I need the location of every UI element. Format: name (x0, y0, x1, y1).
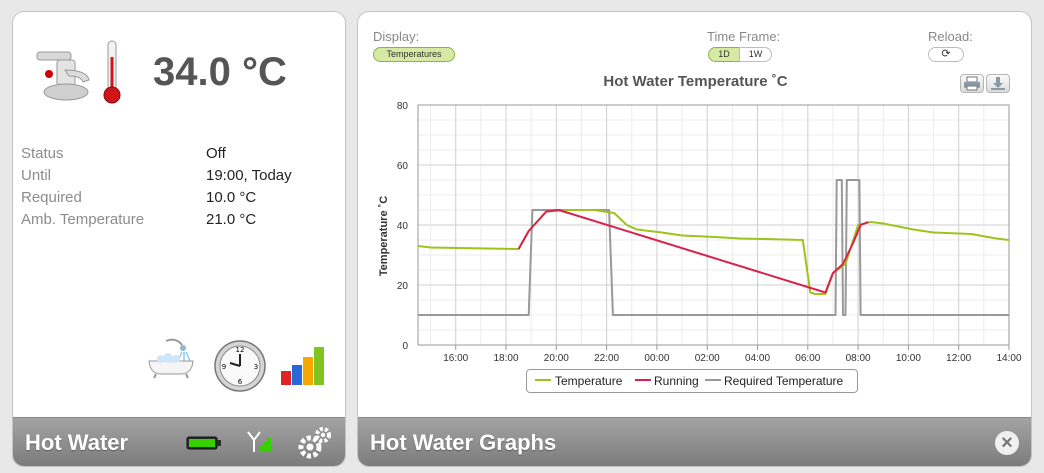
clock-icon[interactable]: 12 3 6 9 (213, 339, 267, 393)
x-tick-label: 02:00 (695, 353, 720, 364)
svg-text:6: 6 (238, 378, 243, 386)
close-button[interactable]: × (995, 431, 1019, 455)
legend-swatch-temperature (535, 379, 551, 381)
hot-water-graphs-panel: Display: Temperatures Time Frame: 1D 1W … (357, 11, 1032, 467)
y-tick-label: 80 (397, 101, 409, 112)
close-icon: × (1001, 432, 1013, 454)
series-line-required-temperature[interactable] (418, 179, 1009, 316)
x-tick-label: 10:00 (896, 353, 921, 364)
info-row-required: Required 10.0 °C (21, 189, 341, 211)
legend-item-temperature[interactable]: Temperature (555, 374, 623, 388)
x-tick-label: 06:00 (795, 353, 820, 364)
series-line-temperature[interactable] (417, 209, 1010, 295)
panel-title: Hot Water (25, 430, 129, 455)
chart-legend: Temperature Running Required Temperature (526, 369, 858, 393)
right-footer: Hot Water Graphs × (358, 417, 1031, 466)
reload-button[interactable]: ⟳ (928, 47, 964, 62)
status-info-list: Status Off Until 19:00, Today Required 1… (21, 145, 341, 233)
legend-item-required-temperature[interactable]: Required Temperature (724, 374, 844, 388)
print-button[interactable] (960, 74, 984, 93)
y-tick-label: 40 (397, 221, 409, 232)
series-line-running[interactable] (517, 209, 869, 294)
plot-frame (417, 104, 1010, 346)
y-tick-label: 0 (402, 341, 408, 352)
info-row-status: Status Off (21, 145, 341, 167)
info-value: Off (206, 145, 226, 162)
bar-chart-icon[interactable] (279, 345, 331, 387)
info-value: 21.0 °C (206, 211, 257, 228)
x-tick-label: 00:00 (644, 353, 669, 364)
info-value: 10.0 °C (206, 189, 257, 206)
y-axis-label: Temperature ˚C (378, 196, 390, 277)
legend-swatch-required (705, 379, 721, 381)
thermometer-icon (103, 40, 121, 104)
svg-text:12: 12 (236, 346, 245, 354)
chart-title: Hot Water Temperature ˚C (603, 73, 788, 90)
timeframe-1d-button[interactable]: 1D (708, 47, 740, 62)
info-label: Until (21, 167, 52, 184)
reload-label: Reload: (928, 29, 973, 44)
refresh-icon: ⟳ (941, 48, 951, 60)
info-row-until: Until 19:00, Today (21, 167, 341, 189)
info-row-ambient: Amb. Temperature 21.0 °C (21, 211, 341, 233)
x-tick-label: 22:00 (594, 353, 619, 364)
print-icon (964, 76, 980, 91)
x-tick-label: 20:00 (544, 353, 569, 364)
y-tick-label: 60 (397, 161, 409, 172)
svg-text:9: 9 (222, 363, 226, 371)
faucet-icon (36, 51, 90, 101)
current-temperature: 34.0 °C (153, 50, 287, 94)
display-label: Display: (373, 29, 420, 44)
x-tick-label: 12:00 (946, 353, 971, 364)
info-label: Required (21, 189, 82, 206)
y-tick-label: 20 (397, 281, 409, 292)
temperature-chart: 0 20 40 60 80 16:00 18:00 20:00 22:00 00:00 02:00 0… (378, 101, 1022, 364)
panel-title: Hot Water Graphs (370, 430, 557, 455)
battery-icon (186, 436, 221, 450)
x-tick-label: 08:00 (846, 353, 871, 364)
legend-swatch-running (635, 379, 651, 381)
bath-icon[interactable] (146, 337, 196, 379)
info-label: Status (21, 145, 64, 162)
svg-text:3: 3 (254, 363, 258, 371)
left-footer: Hot Water (13, 417, 345, 466)
timeframe-1w-button[interactable]: 1W (739, 47, 772, 62)
x-tick-label: 14:00 (996, 353, 1021, 364)
info-label: Amb. Temperature (21, 211, 145, 228)
download-button[interactable] (986, 74, 1010, 93)
download-icon (991, 77, 1005, 90)
legend-item-running[interactable]: Running (654, 374, 699, 388)
x-tick-label: 16:00 (443, 353, 468, 364)
signal-icon (247, 431, 271, 452)
info-value: 19:00, Today (206, 167, 292, 184)
timeframe-label: Time Frame: (707, 29, 781, 44)
settings-icon[interactable] (297, 426, 333, 460)
x-tick-label: 18:00 (494, 353, 519, 364)
display-option-temperatures[interactable]: Temperatures (373, 47, 455, 62)
x-tick-label: 04:00 (745, 353, 770, 364)
hot-water-status-panel: 34.0 °C Status Off Until 19:00, Today Re… (12, 11, 346, 467)
